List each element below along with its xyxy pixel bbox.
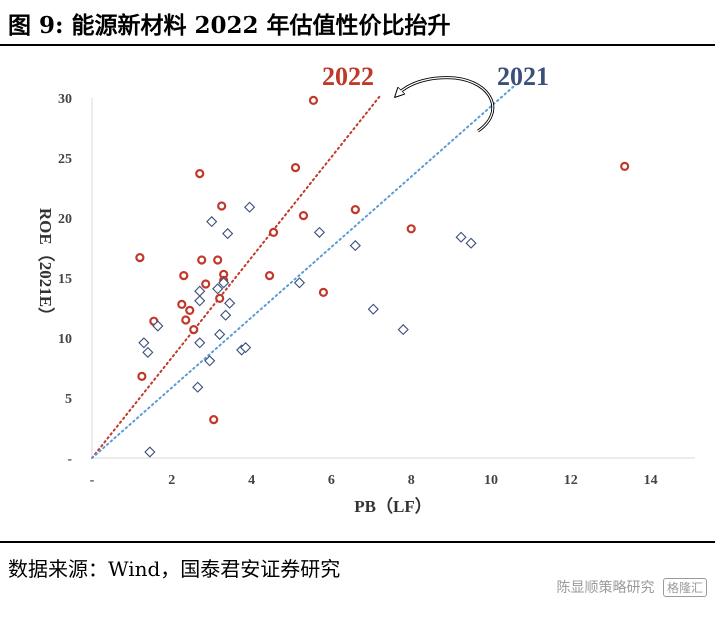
x-axis-label: PB（LF） [354,496,431,516]
x-tick-label: 4 [248,473,255,488]
point-2022 [308,95,319,106]
shift-arrow-inner [397,77,494,132]
figure-title: 图 9: 能源新材料 2022 年估值性价比抬升 [8,12,451,39]
point-2021 [240,342,252,354]
point-2021 [397,324,409,336]
point-2021 [138,337,150,349]
y-tick-label: 30 [58,92,72,107]
point-2022 [215,293,225,303]
point-2022 [189,325,199,335]
point-2021 [192,381,204,393]
point-2021 [349,240,361,252]
x-tick-label: 6 [328,473,335,488]
watermark-text: 陈显顺策略研究 [556,580,655,596]
point-2022 [195,169,205,179]
y-tick-label: 20 [58,212,72,227]
point-2022 [137,371,147,381]
point-2021 [222,228,234,240]
trendline-2021 [91,84,516,459]
point-2021 [144,446,156,458]
x-tick-label: 12 [564,473,578,488]
x-tick-label: 10 [484,473,498,488]
title-rule [0,44,715,46]
points-group [135,95,630,458]
scatter-chart: -2 4 6 8 10 12 14-51015202530PB（LF）ROE（2021E） … [36,62,695,516]
point-2021 [194,285,206,297]
point-2022 [177,299,187,309]
point-2022 [185,305,195,315]
y-tick-label: 10 [58,332,72,347]
point-2021 [194,337,206,349]
trendlines-group [91,84,516,459]
y-tick-label: 15 [58,272,72,287]
point-2021 [313,226,326,238]
point-2021 [244,201,256,213]
point-2022 [209,415,219,425]
point-2022 [268,227,279,237]
point-2021 [465,237,477,249]
point-2022 [318,287,329,297]
y-axis-label: ROE（2021E） [36,208,56,324]
point-2022 [213,255,223,265]
point-2022 [179,271,189,281]
point-2021 [218,277,230,289]
point-2022 [201,279,211,289]
watermark-logo: 格隆汇 [662,578,707,597]
y-tick-label: 5 [65,392,72,407]
point-2022 [181,315,191,325]
point-2021 [224,297,236,309]
point-2021 [152,320,164,332]
point-2021 [293,277,306,289]
point-2021 [206,216,218,228]
point-2022 [290,163,301,173]
watermark: 陈显顺策略研究 格隆汇 [557,577,707,597]
source-note: 数据来源：Wind，国泰君安证券研究 [8,557,341,581]
point-2022 [620,161,630,171]
point-2021 [194,295,206,307]
x-tick-label: 8 [408,473,415,488]
y-tick-label: - [67,452,72,467]
series-label-2021: 2021 [497,62,549,91]
y-tick-label: 25 [58,152,72,167]
point-2022 [197,255,207,265]
point-2021 [214,328,226,340]
point-2022 [264,271,275,281]
axes-group: - 2 4 6 8 10 12 14 - 5 10 15 20 25 30 PB（LF） ROE（2021E） [36,92,695,516]
point-2022 [135,253,145,263]
source-rule [0,541,715,543]
point-2022 [350,205,360,215]
point-2021 [212,283,224,295]
x-tick-label: 2 [168,473,175,488]
point-2022 [406,224,416,234]
point-2021 [367,303,379,315]
labels-group: 2022 2021 [322,62,549,91]
x-tick-label: 14 [644,473,658,488]
point-2021 [204,355,216,367]
series-label-2022: 2022 [322,62,374,91]
point-2021 [142,346,154,358]
point-2021 [220,309,232,321]
x-tick-label: - [90,473,95,488]
point-2022 [298,211,309,221]
point-2021 [455,231,467,243]
trendline-2022 [91,95,381,459]
point-2022 [217,201,227,211]
